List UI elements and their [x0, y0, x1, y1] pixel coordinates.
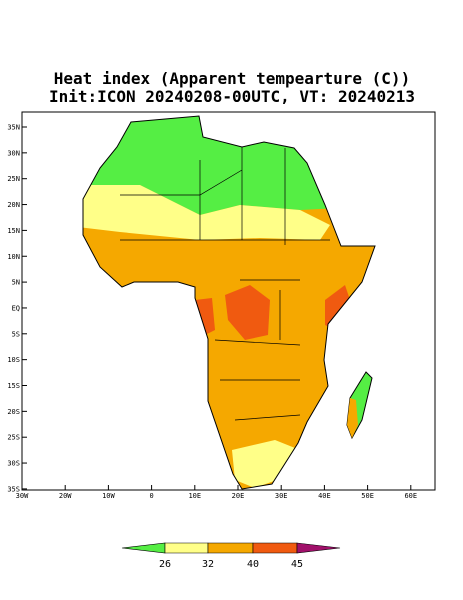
field-hot	[325, 285, 350, 330]
colorbar-label: 32	[202, 559, 214, 570]
colorbar: 26 32 40 45	[121, 542, 341, 570]
lon-label: 20W	[59, 492, 72, 500]
lat-label: 20N	[7, 201, 20, 209]
lon-label: 30E	[275, 492, 288, 500]
lat-label: 10S	[7, 356, 20, 364]
colorbar-label: 40	[247, 559, 259, 570]
field-yellow	[83, 185, 330, 240]
colorbar-segment	[121, 542, 166, 554]
lat-label: 5N	[12, 279, 20, 287]
borders	[120, 147, 330, 421]
lat-label: 25S	[7, 434, 20, 442]
lat-label: 25N	[7, 175, 20, 183]
colorbar-label: 26	[159, 559, 171, 570]
colorbar-segment	[296, 542, 341, 554]
lat-label: 30S	[7, 460, 20, 468]
lon-label: 10E	[188, 492, 201, 500]
coastline	[82, 115, 376, 490]
title-line: Heat index (Apparent tempearture (C))	[54, 69, 410, 88]
lat-label: 15N	[7, 227, 20, 235]
madagascar-south	[347, 398, 358, 438]
lat-label: 35S	[7, 485, 20, 493]
lon-label: 20E	[232, 492, 245, 500]
colorbar-segment	[252, 542, 298, 554]
field-hot	[225, 285, 270, 340]
lat-label: 30N	[7, 149, 20, 157]
lat-label: EQ	[12, 304, 20, 312]
colorbar-label: 45	[291, 559, 303, 570]
lat-label: 10N	[7, 253, 20, 261]
lon-label: 50E	[361, 492, 374, 500]
lat-label: 20S	[7, 408, 20, 416]
field-hot	[195, 298, 215, 335]
lon-label: 60E	[404, 492, 417, 500]
lon-label: 10W	[102, 492, 115, 500]
colorbar-segment	[164, 542, 209, 554]
lon-label: 30W	[16, 492, 29, 500]
lon-label: 40E	[318, 492, 331, 500]
lat-label: 15S	[7, 382, 20, 390]
lat-label: 35N	[7, 124, 20, 132]
title-line: Init:ICON 20240208-00UTC, VT: 20240213	[49, 87, 415, 106]
lon-label: 0	[149, 492, 153, 500]
tick-labels: 30W 20W 10W 0 10E 20E 30E 40E 50E 60E 35N 30N 25N 20N…	[7, 124, 417, 501]
colorbar-segment	[207, 542, 254, 554]
lat-label: 5S	[12, 330, 20, 338]
